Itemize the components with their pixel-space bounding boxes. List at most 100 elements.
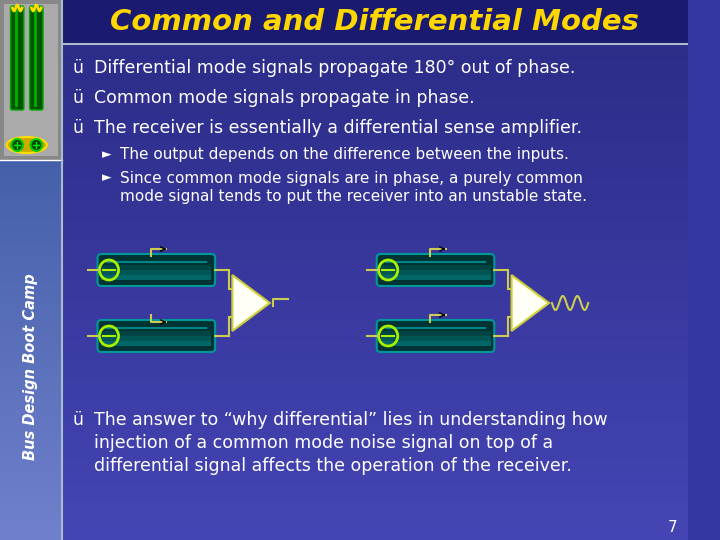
Bar <box>62 482 688 483</box>
Bar <box>62 296 688 297</box>
Bar <box>62 456 688 457</box>
Bar <box>0 511 62 512</box>
Bar <box>62 388 688 389</box>
Bar <box>62 106 688 107</box>
Bar <box>62 48 688 49</box>
Bar <box>0 457 62 458</box>
Bar <box>62 486 688 487</box>
Bar <box>0 225 62 226</box>
Bar <box>62 84 688 85</box>
Bar <box>0 438 62 439</box>
Bar <box>0 177 62 178</box>
Bar <box>62 439 688 440</box>
Bar <box>62 87 688 88</box>
Bar <box>0 350 62 351</box>
Bar <box>0 253 62 254</box>
Bar <box>0 236 62 237</box>
Bar <box>0 415 62 416</box>
Bar <box>0 524 62 525</box>
Bar <box>62 161 688 162</box>
Bar <box>0 296 62 297</box>
Bar <box>0 444 62 445</box>
Bar <box>62 111 688 112</box>
Bar <box>62 340 688 341</box>
Bar <box>0 477 62 478</box>
Bar <box>62 131 688 132</box>
Bar <box>0 441 62 442</box>
Bar <box>0 281 62 282</box>
Bar <box>0 400 62 401</box>
Bar <box>0 492 62 493</box>
Bar <box>0 446 62 447</box>
Bar <box>0 190 62 191</box>
Bar <box>0 430 62 431</box>
Bar <box>0 163 62 164</box>
Bar <box>62 244 688 245</box>
Bar <box>0 429 62 430</box>
Bar <box>62 141 688 142</box>
Bar <box>0 325 62 326</box>
Bar <box>62 198 688 199</box>
Bar <box>62 102 688 103</box>
Bar <box>0 259 62 260</box>
Bar <box>62 425 688 426</box>
Bar <box>62 228 688 229</box>
Bar <box>62 484 688 485</box>
Bar <box>62 211 688 212</box>
Bar <box>0 258 62 259</box>
Bar <box>0 340 62 341</box>
Bar <box>62 449 688 450</box>
Bar <box>62 320 688 321</box>
Bar <box>0 482 62 483</box>
Bar <box>62 307 688 308</box>
Bar <box>62 64 688 65</box>
Bar <box>62 166 688 167</box>
FancyBboxPatch shape <box>381 260 490 265</box>
Bar <box>0 274 62 275</box>
Bar <box>62 208 688 209</box>
FancyBboxPatch shape <box>102 265 211 270</box>
Bar <box>62 90 688 91</box>
Bar <box>62 147 688 148</box>
Bar <box>62 325 688 326</box>
Bar <box>62 467 688 468</box>
Bar <box>62 1 688 2</box>
Bar <box>62 480 688 481</box>
Bar <box>0 411 62 412</box>
Bar <box>62 306 688 307</box>
FancyBboxPatch shape <box>102 326 211 331</box>
Bar <box>0 191 62 192</box>
Bar <box>0 186 62 187</box>
Bar <box>62 373 688 374</box>
Bar <box>62 191 688 192</box>
Bar <box>62 122 688 123</box>
Bar <box>62 176 688 177</box>
Bar <box>62 250 688 251</box>
Bar <box>62 275 688 276</box>
Bar <box>62 476 688 477</box>
Bar <box>0 334 62 335</box>
FancyBboxPatch shape <box>381 326 490 331</box>
Bar <box>0 473 62 474</box>
Bar <box>0 513 62 514</box>
Bar <box>0 327 62 328</box>
Bar <box>0 534 62 535</box>
Bar <box>62 302 688 303</box>
Bar <box>0 310 62 311</box>
Bar <box>62 254 688 255</box>
Bar <box>0 187 62 188</box>
Bar <box>62 148 688 149</box>
Bar <box>62 215 688 216</box>
Bar <box>62 44 688 45</box>
Bar <box>62 510 688 511</box>
Bar <box>62 251 688 252</box>
Bar <box>62 144 688 145</box>
Bar <box>0 523 62 524</box>
Bar <box>62 448 688 449</box>
Bar <box>62 362 688 363</box>
Bar <box>62 179 688 180</box>
Bar <box>0 359 62 360</box>
Bar <box>62 25 688 26</box>
Bar <box>62 414 688 415</box>
Bar <box>62 264 688 265</box>
